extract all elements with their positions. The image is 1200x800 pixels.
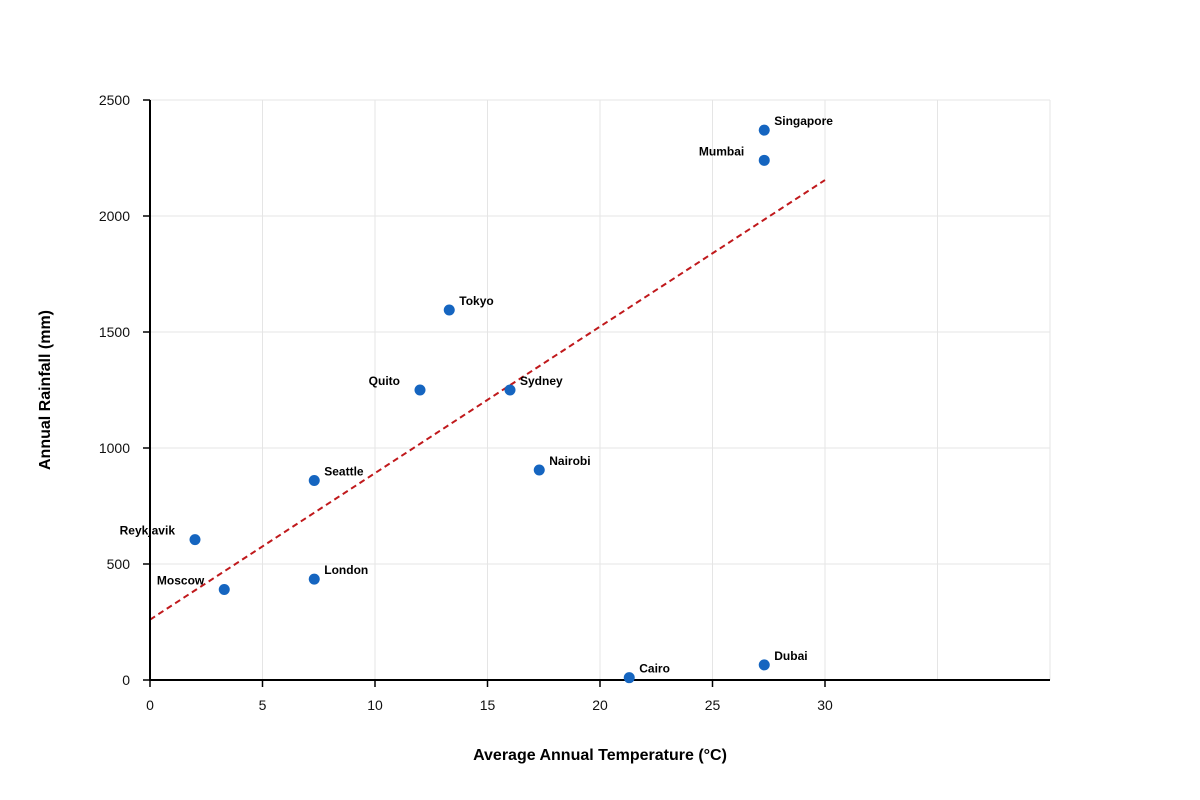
point-label: Sydney: [520, 374, 563, 388]
data-point: [533, 464, 545, 476]
y-axis-title: Annual Rainfall (mm): [37, 310, 54, 470]
x-tick-label: 10: [367, 697, 383, 713]
data-point: [623, 672, 635, 684]
y-tick-label: 500: [107, 556, 131, 572]
axes: 0 5 10 15 20 25 30 0 500 1000 1500 2000 2500: [99, 92, 1050, 713]
x-axis-title: Average Annual Temperature (°C): [473, 747, 727, 764]
point-label: Tokyo: [459, 294, 493, 308]
point-label: Quito: [369, 374, 400, 388]
point-label: Moscow: [157, 574, 205, 588]
x-tick-label: 15: [480, 697, 496, 713]
data-point: [443, 304, 455, 316]
point-label: Reykjavik: [120, 524, 176, 538]
data-point: [758, 154, 770, 166]
x-tick-label: 5: [259, 697, 267, 713]
x-tick-label: 30: [817, 697, 833, 713]
data-point: [308, 573, 320, 585]
data-point: [189, 534, 201, 546]
data-point: [308, 474, 320, 486]
x-tick-label: 25: [705, 697, 721, 713]
data-point: [758, 124, 770, 136]
data-point: [414, 384, 426, 396]
data-point: [504, 384, 516, 396]
point-label: Cairo: [639, 662, 670, 676]
point-label: Seattle: [324, 464, 364, 478]
points-layer: Singapore Mumbai Tokyo Quito Sydney Nairobi Se…: [120, 114, 833, 684]
point-label: Dubai: [774, 649, 807, 663]
trendline: [149, 179, 826, 621]
y-tick-label: 1500: [99, 324, 130, 340]
point-label: London: [324, 563, 368, 577]
point-label: Mumbai: [699, 144, 744, 158]
y-tick-label: 0: [122, 672, 130, 688]
y-tick-label: 2500: [99, 92, 130, 108]
data-point: [758, 659, 770, 671]
x-tick-label: 0: [146, 697, 154, 713]
point-label: Nairobi: [549, 454, 590, 468]
trendline-layer: [149, 179, 826, 621]
data-point: [218, 584, 230, 596]
x-tick-label: 20: [592, 697, 608, 713]
y-tick-label: 1000: [99, 440, 130, 456]
grid: [149, 99, 1051, 681]
y-tick-label: 2000: [99, 208, 130, 224]
point-label: Singapore: [774, 114, 833, 128]
